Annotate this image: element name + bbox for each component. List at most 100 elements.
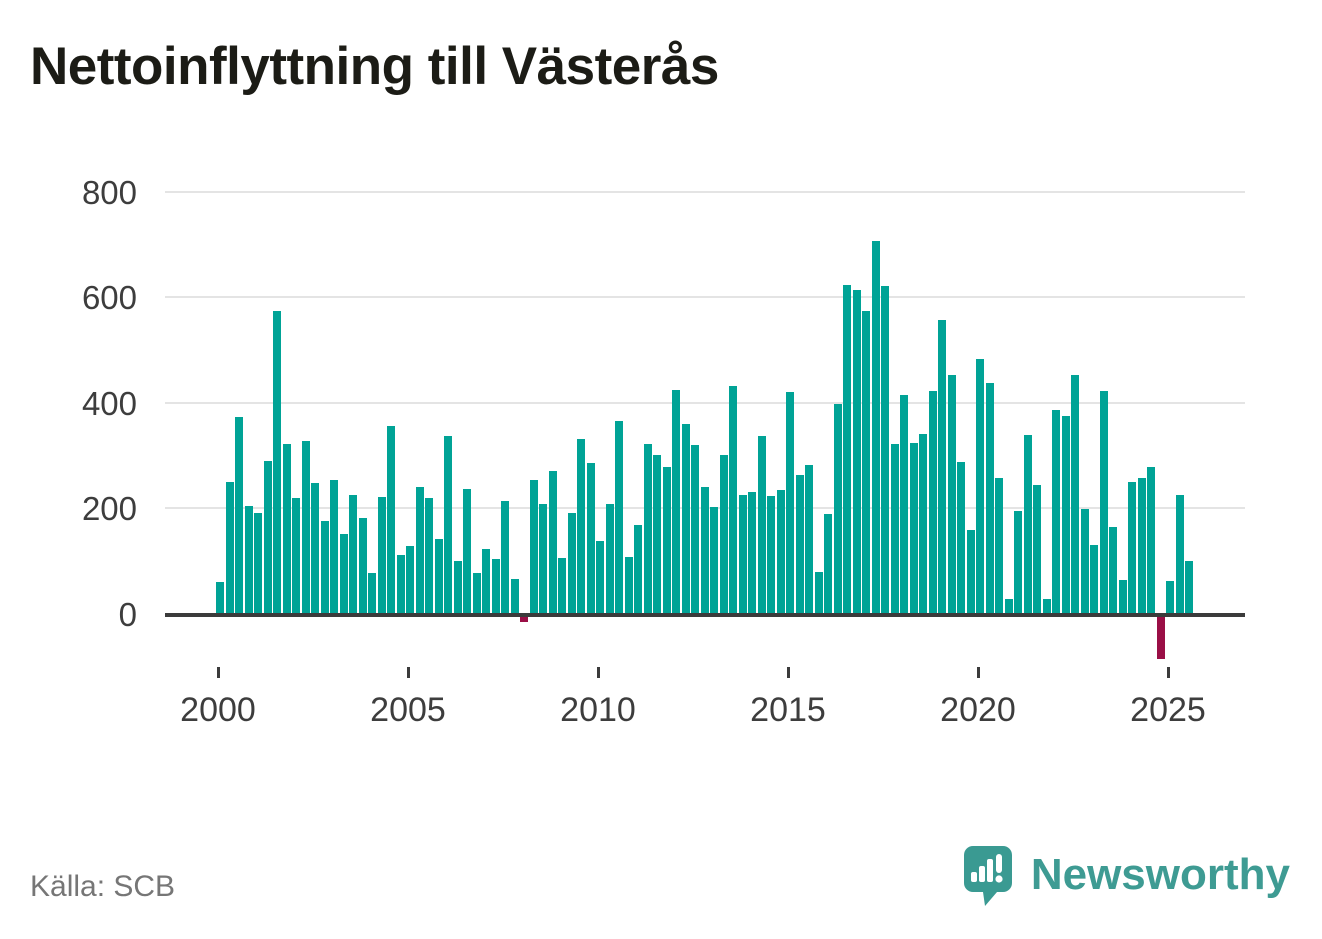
bar-2006-Q1 [444, 436, 452, 613]
bar-2002-Q4 [320, 521, 329, 613]
bar-2020-Q4 [1004, 599, 1013, 613]
bar-2018-Q3 [919, 434, 927, 613]
x-axis-line [165, 613, 1245, 617]
brand-name: Newsworthy [1030, 850, 1290, 899]
bar-2018-Q2 [909, 443, 918, 613]
bar-2002-Q1 [292, 498, 300, 613]
bar-2017-Q3 [881, 286, 889, 613]
bar-2016-Q1 [824, 514, 832, 613]
bar-2024-Q4 [1156, 617, 1165, 659]
bar-2013-Q1 [710, 507, 718, 613]
bar-2012-Q2 [681, 424, 690, 613]
bar-2018-Q4 [928, 391, 937, 613]
bar-2023-Q3 [1109, 527, 1117, 613]
bar-2006-Q2 [453, 561, 462, 613]
gridline-800 [165, 190, 1245, 193]
bar-2003-Q1 [330, 480, 338, 613]
source-note: Källa: SCB [30, 870, 176, 903]
bar-2002-Q3 [311, 483, 319, 613]
bar-2019-Q4 [966, 530, 975, 613]
bar-2024-Q3 [1147, 467, 1155, 613]
bar-2021-Q3 [1033, 485, 1041, 613]
bar-2012-Q1 [672, 390, 680, 613]
bar-2008-Q2 [529, 480, 538, 613]
bar-2016-Q2 [833, 404, 842, 613]
bar-2011-Q4 [662, 467, 671, 613]
bar-2001-Q4 [282, 444, 291, 613]
bar-2000-Q2 [225, 482, 234, 613]
bar-2021-Q4 [1042, 599, 1051, 613]
bar-2022-Q1 [1052, 410, 1060, 613]
bar-2012-Q3 [691, 445, 699, 613]
bar-2015-Q1 [786, 392, 794, 613]
x-tick-2020 [977, 667, 980, 678]
bar-2015-Q4 [814, 572, 823, 613]
bar-2008-Q4 [548, 471, 557, 613]
bar-2005-Q3 [425, 498, 433, 613]
bar-2019-Q2 [947, 375, 956, 613]
bar-2005-Q1 [406, 546, 414, 613]
x-tick-2025 [1167, 667, 1170, 678]
bar-2021-Q1 [1014, 511, 1022, 613]
x-axis-label-2005: 2005 [370, 691, 446, 729]
bar-2010-Q4 [624, 557, 633, 613]
bar-2001-Q1 [254, 513, 262, 613]
bar-2004-Q1 [368, 573, 376, 613]
gridline-400 [165, 401, 1245, 404]
bar-2007-Q4 [510, 579, 519, 613]
bar-2019-Q1 [938, 320, 946, 613]
bar-2012-Q4 [700, 487, 709, 613]
bar-2020-Q2 [985, 383, 994, 613]
bar-2025-Q3 [1185, 561, 1193, 613]
bar-2000-Q4 [244, 506, 253, 613]
bar-2009-Q3 [577, 439, 585, 613]
bar-2017-Q1 [862, 311, 870, 613]
bar-2002-Q2 [301, 441, 310, 613]
bar-2014-Q3 [767, 496, 775, 613]
bar-2018-Q1 [900, 395, 908, 613]
bar-2017-Q4 [890, 444, 899, 613]
bar-2014-Q1 [748, 492, 756, 613]
bar-2016-Q4 [852, 290, 861, 613]
bar-2013-Q2 [719, 455, 728, 613]
bar-2010-Q2 [605, 504, 614, 613]
bar-2013-Q3 [729, 386, 737, 613]
bar-2015-Q3 [805, 465, 813, 613]
x-tick-2015 [787, 667, 790, 678]
bar-2003-Q2 [339, 534, 348, 613]
x-axis-label-2000: 2000 [180, 691, 256, 729]
bar-2015-Q2 [795, 475, 804, 613]
bar-2023-Q1 [1090, 545, 1098, 613]
bar-2011-Q3 [653, 455, 661, 613]
bar-2017-Q2 [871, 241, 880, 613]
bar-2009-Q2 [567, 513, 576, 613]
y-axis-label-800: 800 [81, 173, 137, 211]
bar-2023-Q4 [1118, 580, 1127, 613]
bar-2024-Q1 [1128, 482, 1136, 613]
y-axis-label-600: 600 [81, 279, 137, 317]
bar-2005-Q4 [434, 539, 443, 613]
bar-2007-Q1 [482, 549, 490, 613]
bar-2006-Q4 [472, 573, 481, 613]
bar-2022-Q4 [1080, 509, 1089, 613]
bar-2001-Q2 [263, 461, 272, 613]
x-axis-label-2015: 2015 [750, 691, 826, 729]
bar-2000-Q1 [216, 582, 224, 613]
newsworthy-logo-icon [963, 846, 1012, 906]
x-tick-2000 [217, 667, 220, 678]
x-axis-label-2010: 2010 [560, 691, 636, 729]
bar-2014-Q2 [757, 436, 766, 613]
y-axis-label-200: 200 [81, 490, 137, 528]
bar-2011-Q2 [643, 444, 652, 613]
bar-2013-Q4 [738, 495, 747, 613]
bar-2005-Q2 [415, 487, 424, 613]
bar-2004-Q3 [387, 426, 395, 613]
bar-2014-Q4 [776, 490, 785, 613]
bar-2024-Q2 [1137, 478, 1146, 613]
bar-2007-Q2 [491, 559, 500, 613]
bar-2010-Q1 [596, 541, 604, 613]
bar-2025-Q2 [1175, 495, 1184, 613]
bar-2016-Q3 [843, 285, 851, 613]
y-axis-label-400: 400 [81, 384, 137, 422]
